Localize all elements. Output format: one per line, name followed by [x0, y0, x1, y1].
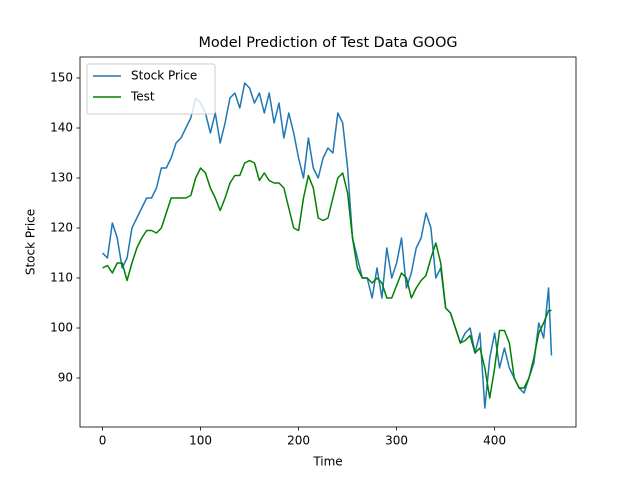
x-tick-label: 200	[287, 434, 310, 448]
x-axis-label: Time	[312, 455, 342, 469]
legend-label: Test	[130, 90, 155, 104]
y-tick-label: 90	[58, 371, 73, 385]
x-tick-label: 400	[483, 434, 506, 448]
series-line	[102, 159, 552, 399]
y-tick-label: 110	[50, 271, 73, 285]
chart-title: Model Prediction of Test Data GOOG	[198, 35, 457, 51]
y-tick-label: 150	[50, 71, 73, 85]
x-tick-label: 300	[385, 434, 408, 448]
x-tick-label: 100	[189, 434, 212, 448]
legend-label: Stock Price	[131, 69, 197, 83]
y-tick-label: 100	[50, 321, 73, 335]
plot-frame	[79, 56, 577, 428]
y-tick-label: 140	[50, 121, 73, 135]
x-tick-label: 0	[99, 434, 107, 448]
y-tick-label: 130	[50, 171, 73, 185]
y-tick-label: 120	[50, 221, 73, 235]
series-line	[102, 82, 553, 409]
y-axis-label: Stock Price	[24, 209, 38, 275]
